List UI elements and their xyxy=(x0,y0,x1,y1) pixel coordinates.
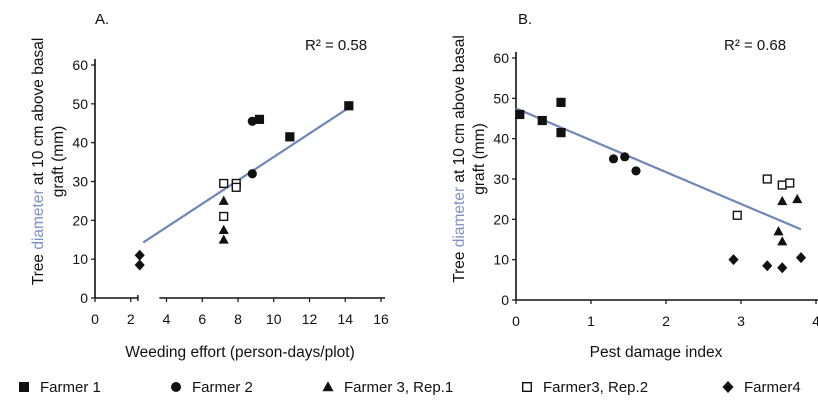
legend-marker xyxy=(322,381,334,392)
data-point xyxy=(773,226,784,236)
y-tick-label: 0 xyxy=(501,292,509,308)
y-tick-label: 60 xyxy=(493,50,509,66)
data-point xyxy=(777,236,788,246)
y-axis-label-highlight: diameter xyxy=(30,189,47,249)
y-tick-label: 40 xyxy=(72,135,88,151)
x-tick-label: 1 xyxy=(587,313,595,329)
y-tick-label: 20 xyxy=(493,211,509,227)
x-tick-label: 2 xyxy=(127,311,135,327)
x-tick-label: 12 xyxy=(302,311,318,327)
y-tick-label: 50 xyxy=(72,96,88,112)
data-point xyxy=(631,166,641,176)
legend-marker xyxy=(171,382,181,392)
data-point xyxy=(219,211,229,222)
data-point xyxy=(218,195,229,205)
legend-label: Farmer 1 xyxy=(40,379,101,396)
data-point xyxy=(134,259,145,271)
x-tick-label: 16 xyxy=(373,311,389,327)
x-tick-label: 14 xyxy=(337,311,353,327)
legend-label: Farmer 2 xyxy=(192,379,253,396)
legend-label: Farmer 3, Rep.1 xyxy=(344,379,453,396)
data-point xyxy=(134,249,145,261)
data-point xyxy=(732,210,742,220)
data-point xyxy=(515,109,525,120)
data-point xyxy=(285,132,295,142)
panel-label: B. xyxy=(518,11,532,28)
y-tick-label: 10 xyxy=(493,252,509,268)
y-tick-label: 30 xyxy=(493,171,509,187)
data-point xyxy=(777,180,787,190)
x-axis-label: Pest damage index xyxy=(590,344,723,361)
y-tick-label: 30 xyxy=(72,174,88,190)
legend-label: Farmer3, Rep.2 xyxy=(543,379,648,396)
data-point xyxy=(218,224,229,234)
data-point xyxy=(762,260,773,272)
y-axis-label-highlight: diameter xyxy=(451,187,468,247)
data-point xyxy=(556,97,566,107)
x-axis-label: Weeding effort (person-days/plot) xyxy=(125,344,354,361)
y-axis-label-part: at 10 cm above basal xyxy=(30,38,47,190)
y-axis-label-line-1: Tree diameter at 10 cm above basal xyxy=(30,38,47,286)
x-tick-label: 0 xyxy=(91,311,99,327)
data-point xyxy=(556,128,566,138)
x-tick-label: 10 xyxy=(266,311,282,327)
x-tick-label: 2 xyxy=(662,313,670,329)
y-tick-label: 10 xyxy=(72,251,88,267)
panel-b: 0 10 20 30 40 50 60 0 1 2 3 4 B. R² = 0.68 Pest damage… xyxy=(451,11,818,361)
legend-label: Farmer4 xyxy=(744,379,801,396)
y-tick-label: 40 xyxy=(493,131,509,147)
panel-a: 0 10 20 30 40 50 60 0 2 4 6 8 10 12 14 16 A. R² = 0.58 Wee… xyxy=(30,11,389,361)
y-axis-label-line-2: graft (mm) xyxy=(50,126,67,197)
data-point xyxy=(608,154,619,164)
y-tick-label: 60 xyxy=(72,57,88,73)
r-squared-annotation: R² = 0.58 xyxy=(305,37,367,54)
data-point xyxy=(777,195,788,206)
y-tick-label: 0 xyxy=(80,290,88,306)
data-point xyxy=(254,114,265,124)
x-tick-label: 4 xyxy=(812,313,818,329)
data-point xyxy=(247,116,257,126)
y-axis-label-part: at 10 cm above basal xyxy=(451,35,468,187)
data-point xyxy=(777,262,788,274)
data-point xyxy=(231,182,241,192)
y-tick-label: 20 xyxy=(72,212,88,228)
x-tick-label: 8 xyxy=(234,311,242,327)
y-axis-label-line-1: Tree diameter at 10 cm above basal xyxy=(451,35,468,283)
data-point xyxy=(792,193,803,204)
r-squared-annotation: R² = 0.68 xyxy=(724,37,786,54)
data-point xyxy=(762,174,772,184)
x-tick-label: 4 xyxy=(163,311,171,327)
data-point xyxy=(620,152,630,162)
legend-marker xyxy=(722,381,734,393)
panel-label: A. xyxy=(95,11,109,28)
trendline xyxy=(142,105,352,244)
y-axis-label-part: Tree xyxy=(30,250,47,286)
data-point xyxy=(247,169,257,179)
x-tick-label: 0 xyxy=(512,313,520,329)
data-point xyxy=(219,178,229,189)
y-axis-label-part: Tree xyxy=(451,247,468,283)
legend-marker xyxy=(19,382,29,392)
y-axis-label-line-2: graft (mm) xyxy=(471,123,488,194)
y-tick-label: 50 xyxy=(493,90,509,106)
data-point xyxy=(344,101,354,111)
data-point xyxy=(785,178,795,188)
data-point xyxy=(795,252,807,264)
x-tick-label: 3 xyxy=(737,313,745,329)
data-point xyxy=(728,254,739,266)
legend-marker xyxy=(522,382,533,393)
data-point xyxy=(218,234,229,244)
data-point xyxy=(537,115,547,126)
x-tick-label: 6 xyxy=(198,311,206,327)
legend: Farmer 1 Farmer 2 Farmer 3, Rep.1 Farmer3, … xyxy=(19,379,801,396)
